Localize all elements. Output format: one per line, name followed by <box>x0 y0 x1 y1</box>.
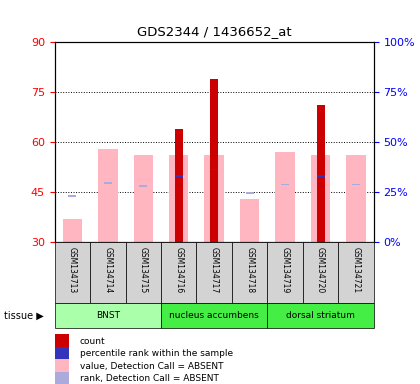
Bar <box>55 359 69 374</box>
Bar <box>169 156 189 242</box>
Text: percentile rank within the sample: percentile rank within the sample <box>80 349 233 358</box>
Text: GSM134718: GSM134718 <box>245 247 254 293</box>
Bar <box>55 334 69 349</box>
Bar <box>210 79 218 242</box>
Bar <box>161 303 268 328</box>
Text: GSM134714: GSM134714 <box>103 247 112 293</box>
Bar <box>175 129 183 242</box>
Bar <box>268 303 374 328</box>
Bar <box>175 175 183 177</box>
Text: dorsal striatum: dorsal striatum <box>286 311 355 320</box>
Bar <box>281 184 289 185</box>
Bar <box>339 242 374 303</box>
Text: count: count <box>80 337 105 346</box>
Text: GSM134715: GSM134715 <box>139 247 148 293</box>
Text: tissue ▶: tissue ▶ <box>4 311 44 321</box>
Text: GSM134720: GSM134720 <box>316 247 325 293</box>
Bar <box>55 242 90 303</box>
Bar <box>161 242 197 303</box>
Bar <box>317 175 325 177</box>
Bar <box>104 182 112 184</box>
Bar <box>246 192 254 194</box>
Bar <box>90 242 126 303</box>
Bar <box>205 156 224 242</box>
Title: GDS2344 / 1436652_at: GDS2344 / 1436652_at <box>137 25 291 38</box>
Bar <box>311 156 331 242</box>
Bar <box>68 195 76 197</box>
Bar <box>352 184 360 185</box>
Text: GSM134716: GSM134716 <box>174 247 183 293</box>
Bar <box>232 242 268 303</box>
Text: GSM134717: GSM134717 <box>210 247 219 293</box>
Text: rank, Detection Call = ABSENT: rank, Detection Call = ABSENT <box>80 374 219 383</box>
Bar <box>240 199 260 242</box>
Bar <box>346 156 366 242</box>
Bar <box>268 242 303 303</box>
Bar <box>197 242 232 303</box>
Bar <box>55 372 69 384</box>
Bar <box>276 152 295 242</box>
Text: nucleus accumbens: nucleus accumbens <box>169 311 259 320</box>
Bar <box>303 242 339 303</box>
Text: BNST: BNST <box>96 311 120 320</box>
Bar <box>126 242 161 303</box>
Bar <box>210 169 218 170</box>
Text: GSM134721: GSM134721 <box>352 247 360 293</box>
Text: GSM134713: GSM134713 <box>68 247 77 293</box>
Bar <box>139 185 147 187</box>
Bar <box>55 303 161 328</box>
Bar <box>317 106 325 242</box>
Bar <box>98 149 118 242</box>
Bar <box>134 156 153 242</box>
Bar <box>63 218 82 242</box>
Text: value, Detection Call = ABSENT: value, Detection Call = ABSENT <box>80 362 223 371</box>
Text: GSM134719: GSM134719 <box>281 247 290 293</box>
Bar <box>55 347 69 361</box>
